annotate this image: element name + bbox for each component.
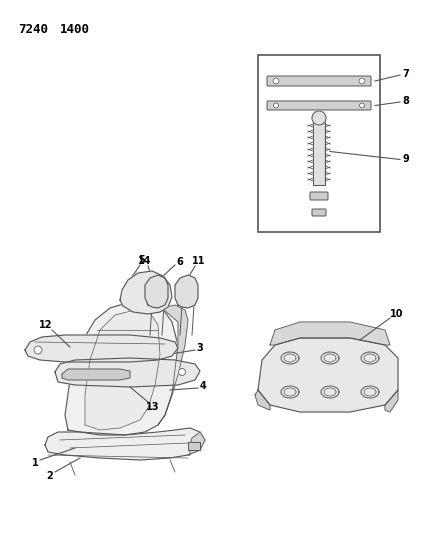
FancyBboxPatch shape [266, 101, 370, 110]
Circle shape [272, 78, 278, 84]
Polygon shape [85, 310, 160, 430]
Text: 14: 14 [138, 256, 151, 266]
FancyBboxPatch shape [309, 192, 327, 200]
Text: 1400: 1400 [60, 23, 90, 36]
Text: 11: 11 [192, 256, 205, 266]
Text: 13: 13 [146, 402, 159, 412]
Circle shape [34, 346, 42, 354]
FancyBboxPatch shape [266, 76, 370, 86]
Text: 2: 2 [46, 471, 53, 481]
Text: 3: 3 [196, 343, 203, 353]
Text: 4: 4 [199, 381, 206, 391]
Text: 10: 10 [389, 309, 403, 319]
Circle shape [273, 103, 278, 108]
Polygon shape [269, 322, 389, 345]
Polygon shape [145, 275, 167, 308]
Polygon shape [62, 369, 130, 380]
Polygon shape [55, 358, 199, 387]
Circle shape [178, 368, 185, 376]
Bar [312, 118, 324, 185]
Polygon shape [158, 305, 187, 425]
Text: 7: 7 [402, 69, 409, 79]
Text: 6: 6 [176, 257, 183, 267]
Polygon shape [254, 390, 269, 410]
Polygon shape [257, 338, 397, 412]
Bar [257, 55, 379, 232]
Text: 1: 1 [32, 458, 38, 468]
Polygon shape [384, 390, 397, 412]
Polygon shape [45, 428, 204, 460]
Circle shape [359, 103, 364, 108]
Text: 8: 8 [402, 96, 409, 106]
Bar [187, 442, 199, 450]
Polygon shape [25, 335, 178, 362]
Polygon shape [187, 432, 204, 455]
Text: 9: 9 [402, 155, 409, 165]
Text: 5: 5 [138, 255, 145, 265]
Text: 7240: 7240 [18, 23, 48, 36]
Circle shape [358, 78, 364, 84]
Text: 12: 12 [39, 320, 53, 330]
FancyBboxPatch shape [311, 209, 325, 216]
Polygon shape [120, 271, 172, 314]
Polygon shape [65, 302, 178, 435]
Polygon shape [175, 275, 198, 308]
Circle shape [311, 111, 325, 125]
